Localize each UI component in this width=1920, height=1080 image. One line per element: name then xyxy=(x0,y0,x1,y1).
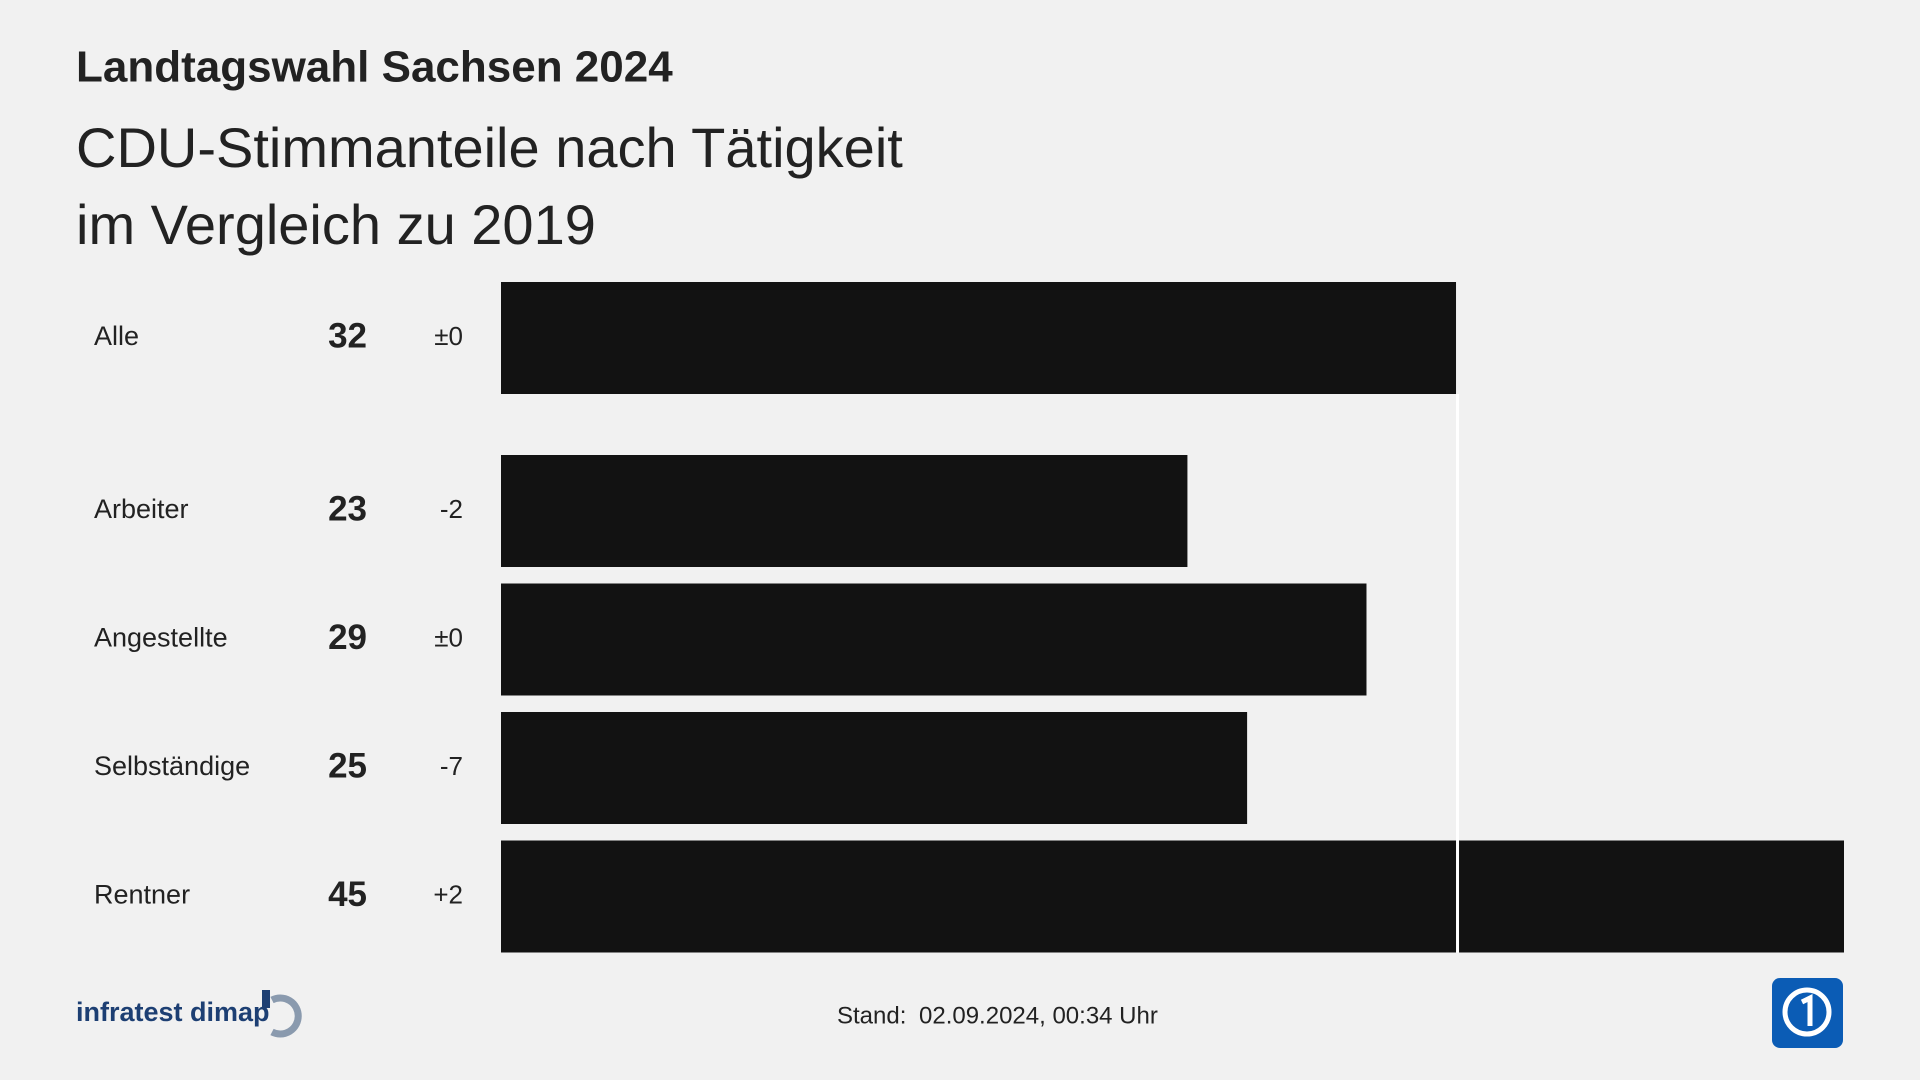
chart-subtitle: im Vergleich zu 2019 xyxy=(76,193,596,256)
category-label: Arbeiter xyxy=(94,494,189,524)
plot: Alle 32 ±0 Arbeiter 23 -2 Angestellte 29 ±0 Selbs… xyxy=(94,282,1844,953)
value-label: 23 xyxy=(328,489,367,528)
change-label: ±0 xyxy=(434,321,463,351)
chart-title: Landtagswahl Sachsen 2024 xyxy=(76,43,673,92)
value-label: 25 xyxy=(328,746,367,785)
logo-arc xyxy=(270,994,302,1038)
logo-ring xyxy=(1782,987,1832,1037)
bar xyxy=(501,712,1248,824)
source-logo-icon xyxy=(262,990,302,1038)
logo-one xyxy=(1800,993,1813,1026)
value-label: 45 xyxy=(328,875,367,914)
stand-date: 02.09.2024, 00:34 Uhr xyxy=(919,1002,1158,1029)
change-label: -2 xyxy=(440,494,463,524)
bar xyxy=(501,583,1367,696)
stand-label: Stand: xyxy=(837,1002,906,1029)
category-label: Alle xyxy=(94,321,139,351)
bar xyxy=(501,455,1188,567)
chart-subtitle: CDU-Stimmanteile nach Tätigkeit xyxy=(76,116,903,179)
category-label: Rentner xyxy=(94,880,190,910)
source-logo-text: infratest dimap xyxy=(76,997,270,1027)
broadcaster-logo xyxy=(1772,978,1843,1048)
change-label: ±0 xyxy=(434,622,463,652)
bar xyxy=(501,282,1457,394)
category-label: Angestellte xyxy=(94,623,228,653)
logo-bar xyxy=(262,990,270,1008)
category-label: Selbständige xyxy=(94,751,250,781)
value-label: 32 xyxy=(328,316,367,355)
change-label: -7 xyxy=(440,751,463,781)
change-label: +2 xyxy=(433,879,463,909)
value-label: 29 xyxy=(328,618,367,657)
bar xyxy=(501,840,1844,953)
